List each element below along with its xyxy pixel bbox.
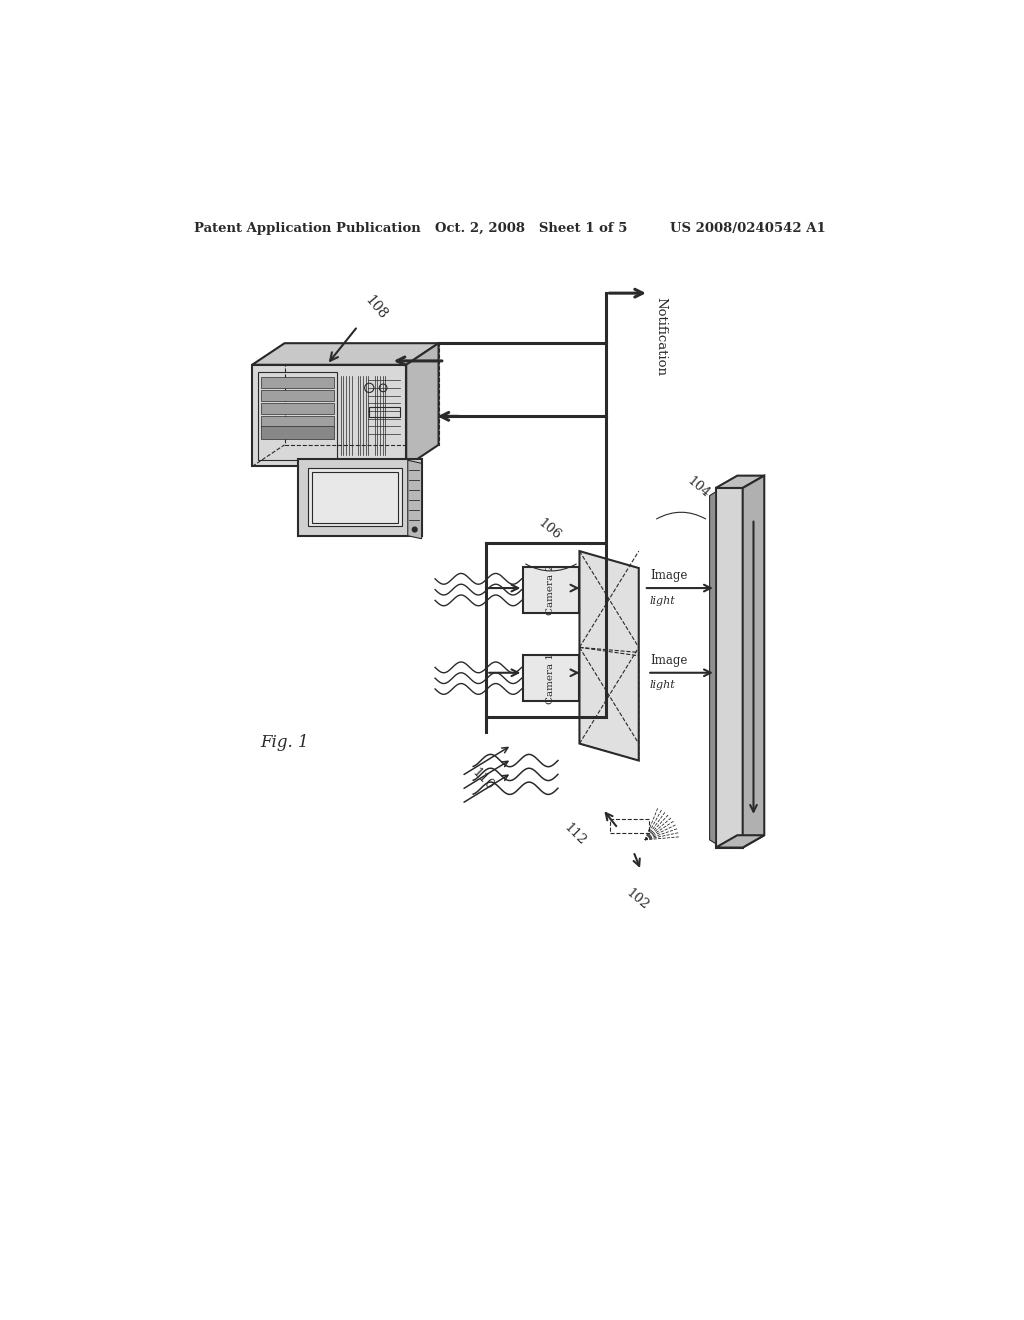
Text: US 2008/0240542 A1: US 2008/0240542 A1 [670, 222, 825, 235]
Text: light: light [650, 681, 676, 690]
Text: Image: Image [650, 569, 687, 582]
Text: 102: 102 [624, 886, 651, 912]
Polygon shape [716, 475, 764, 488]
Text: 110: 110 [469, 766, 497, 793]
Polygon shape [261, 378, 334, 388]
Polygon shape [523, 655, 579, 701]
Polygon shape [742, 475, 764, 847]
Text: Notification: Notification [654, 297, 668, 376]
Text: 108: 108 [361, 293, 389, 322]
Polygon shape [252, 343, 438, 364]
Text: 104: 104 [685, 474, 713, 500]
Polygon shape [580, 552, 639, 760]
Circle shape [412, 527, 418, 533]
Polygon shape [716, 836, 764, 847]
Polygon shape [261, 391, 334, 401]
Text: 106: 106 [536, 516, 563, 543]
Text: Fig. 1: Fig. 1 [260, 734, 308, 751]
Polygon shape [252, 364, 407, 466]
Polygon shape [261, 426, 334, 440]
Text: Image: Image [650, 653, 687, 667]
Polygon shape [710, 492, 716, 843]
Text: light: light [650, 595, 676, 606]
Polygon shape [523, 566, 579, 612]
Polygon shape [261, 404, 334, 414]
Text: Camera 2: Camera 2 [547, 564, 555, 615]
Text: Oct. 2, 2008   Sheet 1 of 5: Oct. 2, 2008 Sheet 1 of 5 [435, 222, 627, 235]
Polygon shape [716, 488, 742, 847]
Polygon shape [307, 469, 401, 527]
Polygon shape [408, 461, 422, 539]
Polygon shape [298, 459, 422, 536]
Polygon shape [261, 416, 334, 428]
Text: 112: 112 [562, 821, 589, 849]
Polygon shape [407, 343, 438, 466]
Text: Patent Application Publication: Patent Application Publication [194, 222, 421, 235]
Text: Camera 1: Camera 1 [547, 652, 555, 704]
